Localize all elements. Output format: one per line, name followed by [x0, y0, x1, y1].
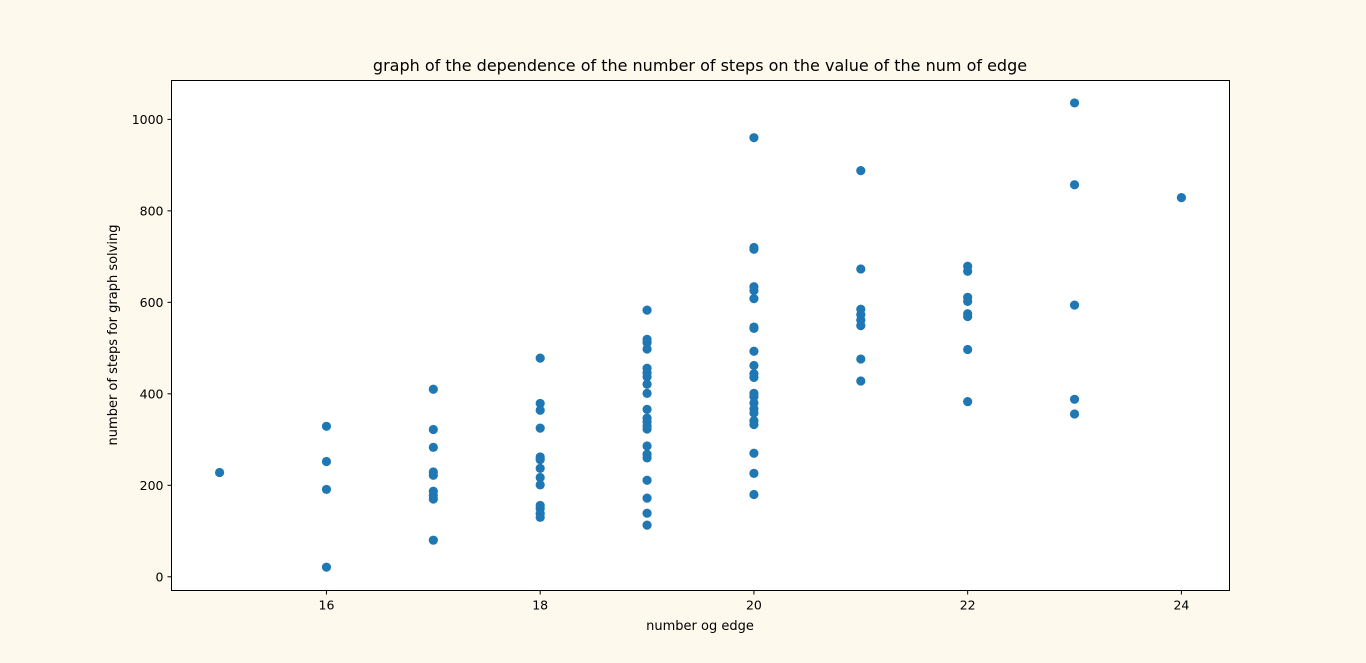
y-tick-label: 600 [140, 295, 164, 310]
scatter-point [749, 294, 759, 304]
x-tick-label: 16 [319, 598, 335, 613]
scatter-point [535, 512, 545, 522]
scatter-point [749, 408, 759, 418]
scatter-point [428, 384, 438, 394]
y-axis-label: number of steps for graph solving [106, 225, 121, 446]
scatter-point [428, 470, 438, 480]
scatter-point [642, 388, 652, 398]
scatter-point [321, 562, 332, 572]
scatter-point [1069, 180, 1080, 190]
scatter-point [1069, 409, 1080, 419]
scatter-point [856, 264, 866, 274]
scatter-point [749, 391, 759, 402]
scatter-point [535, 353, 545, 363]
scatter-point [856, 166, 866, 176]
x-tick-label: 20 [746, 598, 762, 613]
scatter-point [749, 468, 759, 479]
scatter-point [749, 133, 759, 143]
scatter-point [428, 494, 438, 504]
scatter-point [856, 321, 866, 331]
scatter-point [642, 453, 652, 463]
chart-title: graph of the dependence of the number of… [373, 56, 1027, 75]
scatter-point [642, 372, 652, 382]
x-tick-label: 24 [1173, 598, 1189, 613]
scatter-point [749, 372, 759, 382]
scatter-point [428, 424, 438, 435]
x-tick-label: 18 [532, 598, 548, 613]
scatter-point [214, 467, 225, 478]
scatter-points [214, 98, 1187, 572]
scatter-point [963, 396, 973, 407]
scatter-point [963, 296, 973, 307]
y-tick-label: 400 [140, 386, 164, 401]
scatter-point [642, 344, 652, 354]
scatter-point [535, 398, 545, 409]
y-axis-ticks: 0 200 400 600 800 1000 [132, 112, 172, 584]
scatter-point [535, 480, 545, 490]
scatter-point [642, 379, 652, 389]
scatter-point [749, 323, 759, 334]
scatter-point [856, 376, 866, 386]
scatter-point [1069, 300, 1080, 310]
scatter-point [428, 442, 438, 452]
scatter-point [535, 472, 545, 483]
scatter-point [642, 305, 652, 315]
plot-area [171, 80, 1230, 591]
scatter-point [642, 493, 652, 503]
scatter-point [1176, 192, 1187, 203]
scatter-point [642, 520, 652, 530]
scatter-point [1069, 98, 1080, 108]
scatter-point [749, 285, 759, 296]
scatter-point [642, 441, 652, 451]
scatter-point [428, 535, 438, 545]
scatter-point [321, 456, 332, 467]
scatter-point [749, 448, 759, 458]
scatter-point [1069, 394, 1080, 404]
scatter-point [749, 489, 759, 500]
scatter-point [642, 404, 652, 414]
scatter-point [535, 463, 545, 473]
scatter-point [321, 421, 332, 431]
y-tick-label: 800 [140, 203, 164, 218]
scatter-point [535, 405, 545, 415]
scatter-point [749, 419, 759, 430]
scatter-point [535, 455, 545, 465]
y-tick-label: 1000 [132, 112, 164, 127]
scatter-point [749, 346, 759, 356]
scatter-point [642, 337, 652, 348]
x-axis-ticks: 16 18 20 22 24 [319, 590, 1189, 613]
scatter-point [535, 423, 545, 433]
y-tick-label: 200 [140, 478, 164, 493]
scatter-point [963, 344, 973, 355]
y-tick-label: 0 [156, 569, 164, 584]
scatter-point [963, 311, 973, 322]
scatter-point [856, 354, 866, 364]
scatter-point [321, 484, 332, 495]
scatter-point [642, 508, 652, 518]
scatter-point [749, 244, 759, 254]
scatter-point [749, 360, 759, 371]
scatter-point [963, 266, 973, 276]
scatter-point [642, 424, 652, 434]
x-tick-label: 22 [960, 598, 976, 613]
scatter-point [642, 475, 652, 485]
x-axis-label: number og edge [646, 619, 754, 634]
